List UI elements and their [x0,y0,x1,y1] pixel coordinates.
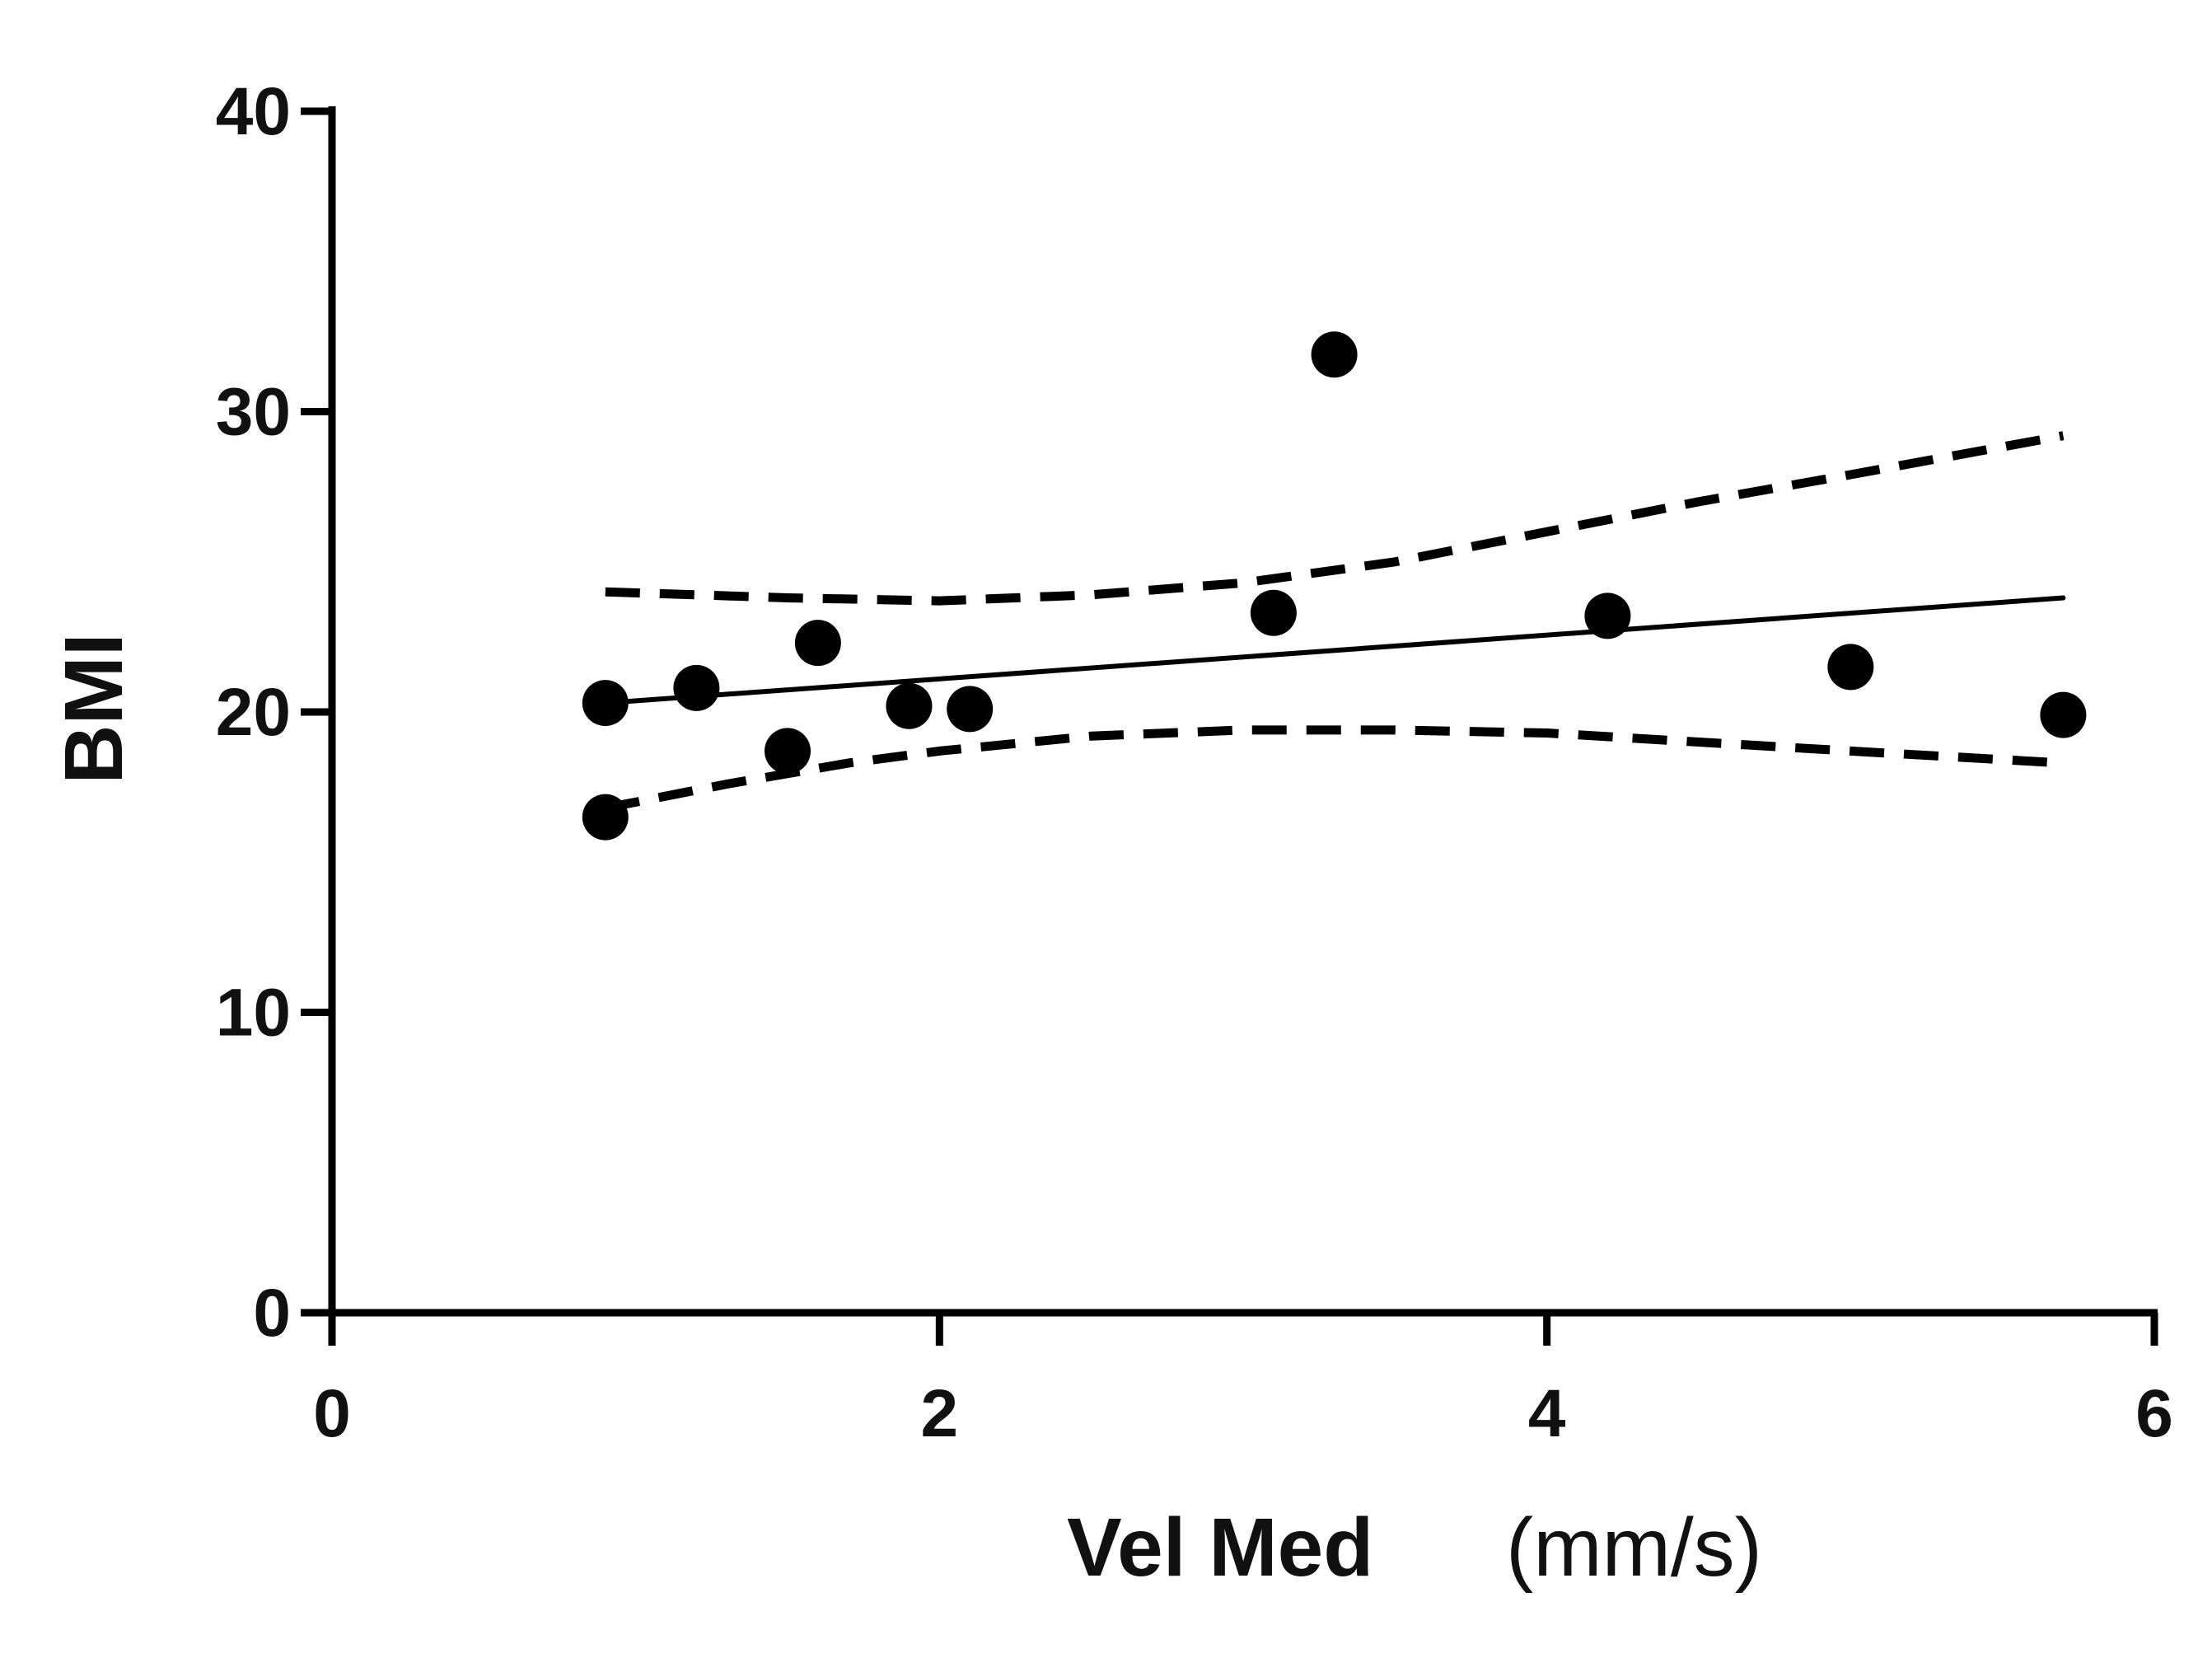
y-tick-label: 30 [216,375,291,450]
y-tick-label: 0 [253,1276,291,1351]
data-point [1584,592,1631,639]
data-point [947,686,994,733]
data-point [582,794,629,841]
y-axis-title: BMI [48,633,140,784]
regression-line [602,595,2066,706]
data-point [2040,691,2087,738]
fit-lines [602,431,2066,813]
data-points [582,331,2087,841]
data-point [765,728,811,775]
lower-95-confidence-line [604,725,2064,813]
x-tick-label: 2 [921,1376,959,1451]
x-axis-unit: (mm/s) [1506,1501,1762,1594]
data-point [794,620,841,667]
x-tick-label: 0 [313,1376,351,1451]
data-point [582,680,629,727]
data-point [1311,331,1358,378]
y-tick-label: 10 [216,976,291,1051]
y-axis-ticks: 0 10 20 30 40 [216,74,332,1351]
upper-95-confidence-line [605,431,2065,606]
x-axis-ticks: 0 2 4 6 [313,1313,2173,1451]
data-point [1250,589,1297,636]
data-point [886,682,933,729]
x-tick-label: 6 [2135,1376,2173,1451]
x-tick-label: 4 [1528,1376,1566,1451]
x-axis-title: Vel Med [1067,1501,1373,1594]
data-point [673,664,720,711]
y-tick-label: 40 [216,74,291,149]
data-point [1827,644,1874,691]
y-tick-label: 20 [216,675,291,750]
